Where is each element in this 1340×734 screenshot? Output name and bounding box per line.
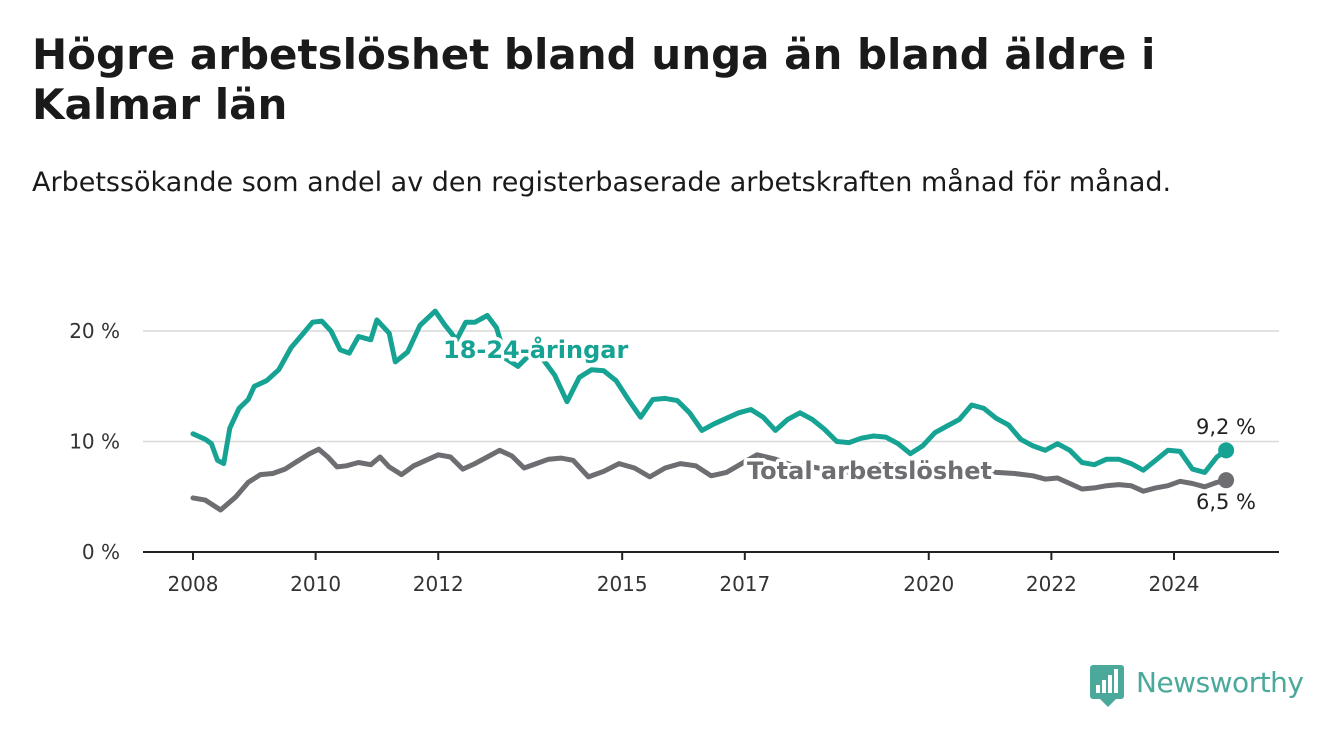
brand-name: Newsworthy (1136, 665, 1304, 699)
x-tick-label: 2012 (413, 572, 464, 596)
x-tick-label: 2022 (1026, 572, 1077, 596)
endpoint-total-arbetsloshet (1218, 472, 1235, 489)
x-tick-label: 2024 (1149, 572, 1200, 596)
endpoint-18-24-aringar (1218, 442, 1235, 459)
x-axis-ticks: 2008 2010 2012 2015 2017 2020 2022 2024 (168, 552, 1200, 596)
series-labels: 6,5 % 9,2 % 18-24-åringar Total arbetslöshe… (440, 332, 1257, 515)
chart-title: Högre arbetslöshet bland unga än bland ä… (32, 30, 1156, 129)
x-tick-label: 2017 (719, 572, 770, 596)
chart-subtitle: Arbetssökande som andel av den registerb… (32, 167, 1172, 198)
line-18-24-aringar (190, 308, 1229, 475)
line-total-arbetsloshet (190, 446, 1229, 513)
series-lines (190, 308, 1235, 513)
series-label-18-24-aringar: 18-24-åringar (443, 335, 628, 364)
x-tick-label: 2008 (168, 572, 219, 596)
y-tick-label: 20 % (69, 319, 120, 343)
bar-chart-icon (1090, 665, 1124, 707)
y-tick-label: 10 % (69, 430, 120, 454)
newsworthy-logo: Newsworthy (1090, 660, 1304, 707)
series-label-total-arbetsloshet: Total arbetslöshet (747, 457, 992, 485)
y-tick-label: 0 % (82, 540, 120, 564)
y-axis-ticks: 0 % 10 % 20 % (69, 319, 120, 564)
x-tick-label: 2020 (903, 572, 954, 596)
x-tick-label: 2015 (597, 572, 648, 596)
x-tick-label: 2010 (290, 572, 341, 596)
end-label-total: 6,5 % (1196, 490, 1256, 514)
end-label-18-24-aringar: 9,2 % (1196, 415, 1256, 439)
